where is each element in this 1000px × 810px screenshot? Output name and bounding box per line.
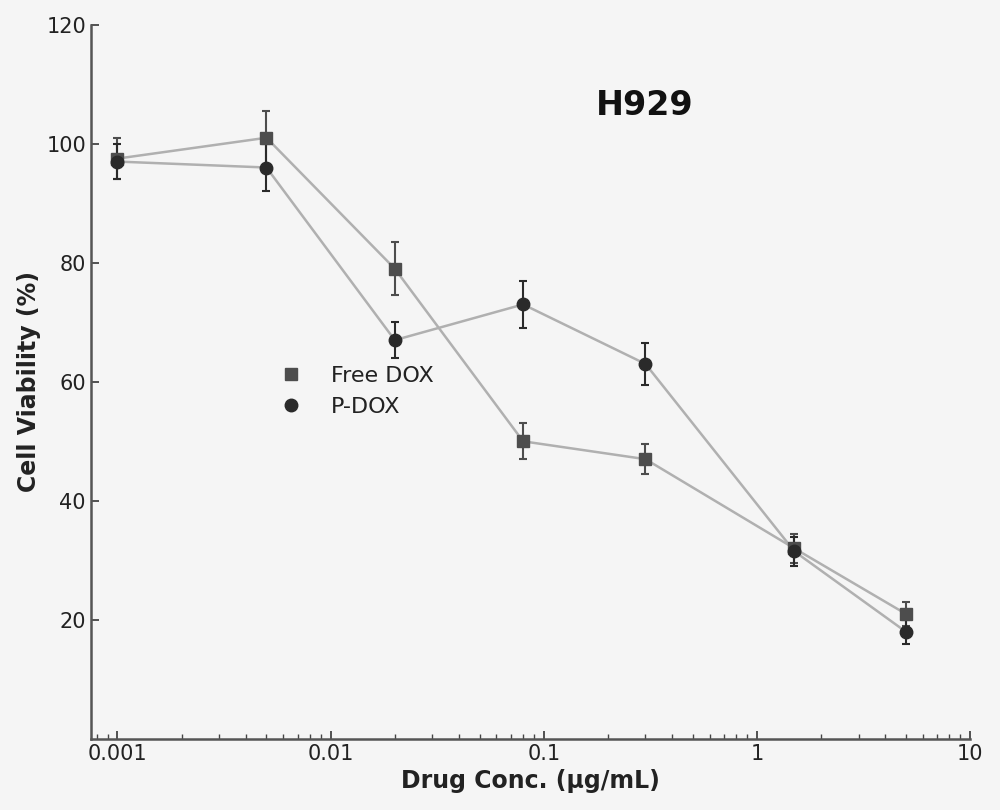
- P-DOX: [788, 547, 800, 556]
- Line: Free DOX: Free DOX: [111, 131, 912, 620]
- Free DOX: [517, 437, 529, 446]
- P-DOX: [389, 335, 401, 345]
- Free DOX: [389, 264, 401, 274]
- X-axis label: Drug Conc. (μg/mL): Drug Conc. (μg/mL): [401, 770, 660, 793]
- P-DOX: [639, 359, 651, 369]
- P-DOX: [111, 156, 123, 166]
- P-DOX: [900, 627, 912, 637]
- Free DOX: [900, 609, 912, 619]
- Free DOX: [788, 544, 800, 553]
- Free DOX: [260, 133, 272, 143]
- Y-axis label: Cell Viability (%): Cell Viability (%): [17, 271, 41, 492]
- P-DOX: [517, 300, 529, 309]
- Line: P-DOX: P-DOX: [111, 156, 912, 638]
- Legend: Free DOX, P-DOX: Free DOX, P-DOX: [260, 357, 443, 426]
- Free DOX: [639, 454, 651, 464]
- P-DOX: [260, 163, 272, 173]
- Text: H929: H929: [596, 89, 694, 122]
- Free DOX: [111, 154, 123, 164]
